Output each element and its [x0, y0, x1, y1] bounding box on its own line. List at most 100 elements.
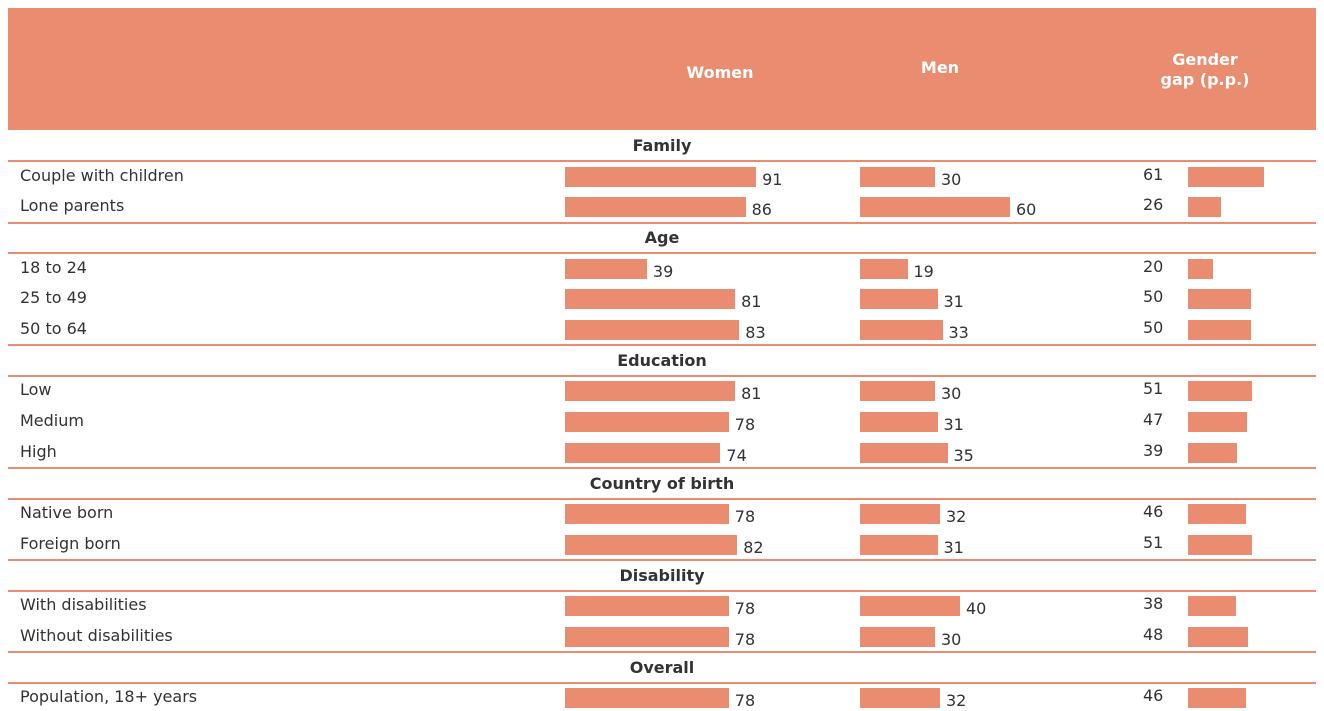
value-label: 82	[743, 537, 764, 557]
column-header: Women	[686, 63, 754, 82]
separator	[8, 160, 1316, 163]
value-label: 38	[1143, 594, 1164, 614]
value-label: 19	[913, 261, 934, 281]
value-label: 51	[1143, 379, 1164, 399]
bar	[565, 504, 729, 525]
value-label: 39	[652, 261, 674, 281]
bar	[1188, 688, 1246, 709]
value-label: 91	[762, 169, 783, 189]
bar	[565, 289, 736, 310]
separator	[8, 375, 1316, 378]
bar	[565, 166, 757, 187]
row-label: Low	[20, 380, 52, 400]
value-label: 30	[941, 630, 962, 650]
bar	[1188, 627, 1248, 648]
bar	[1188, 381, 1252, 402]
column-header: Gender gap (p.p.)	[1160, 50, 1250, 89]
column-header: Men	[920, 58, 960, 77]
bar	[860, 197, 1010, 218]
value-label: 51	[1143, 532, 1164, 552]
value-label: 32	[946, 691, 967, 711]
bar	[1188, 197, 1221, 218]
value-label: 78	[734, 599, 756, 619]
bar	[1188, 504, 1246, 525]
bar	[860, 412, 938, 433]
row-label: 25 to 49	[20, 288, 87, 308]
header-band	[8, 8, 1316, 130]
bar	[1188, 320, 1251, 341]
separator	[8, 252, 1316, 255]
bar	[565, 320, 740, 341]
bar	[1188, 166, 1265, 187]
bar	[860, 289, 938, 310]
value-label: 60	[1016, 200, 1037, 220]
bar	[860, 534, 938, 555]
bar	[860, 166, 935, 187]
group-title: Disability	[619, 565, 705, 585]
separator	[8, 467, 1316, 470]
bar	[860, 442, 948, 463]
row-label: Population, 18+ years	[20, 687, 198, 707]
bar	[565, 442, 721, 463]
group-title: Family	[632, 135, 692, 155]
value-label: 50	[1143, 287, 1164, 307]
value-label: 26	[1143, 195, 1164, 215]
value-label: 81	[741, 384, 762, 404]
group-title: Age	[644, 227, 680, 247]
value-label: 78	[734, 630, 756, 650]
row-label: 50 to 64	[20, 319, 87, 339]
row-label: Without disabilities	[20, 626, 173, 646]
bar	[565, 412, 729, 433]
value-label: 47	[1143, 410, 1164, 430]
separator	[8, 497, 1316, 500]
bar	[860, 688, 940, 709]
bar	[860, 381, 935, 402]
value-label: 31	[943, 415, 964, 435]
row-label: Couple with children	[20, 165, 184, 185]
group-title: Overall	[629, 657, 695, 677]
separator	[8, 651, 1316, 654]
row-label: High	[20, 441, 57, 461]
bar	[565, 381, 736, 402]
value-label: 20	[1143, 256, 1164, 276]
value-label: 31	[943, 537, 964, 557]
row-label: Native born	[20, 503, 114, 523]
value-label: 33	[948, 323, 969, 343]
value-label: 78	[734, 415, 756, 435]
value-label: 86	[751, 200, 772, 220]
bar	[860, 627, 935, 648]
value-label: 50	[1143, 318, 1164, 338]
value-label: 81	[741, 292, 762, 312]
group-title: Education	[617, 350, 707, 370]
value-label: 30	[941, 169, 962, 189]
value-label: 78	[734, 691, 756, 711]
bar	[1188, 412, 1247, 433]
bar	[860, 320, 943, 341]
value-label: 30	[941, 384, 962, 404]
bar	[565, 596, 729, 617]
group-title: Country of birth	[589, 473, 735, 493]
value-label: 78	[734, 507, 756, 527]
bar	[860, 258, 908, 279]
row-label: 18 to 24	[20, 257, 87, 277]
separator	[8, 682, 1316, 685]
row-label: With disabilities	[20, 595, 147, 615]
bar	[565, 534, 738, 555]
value-label: 35	[953, 445, 974, 465]
value-label: 32	[946, 507, 967, 527]
value-label: 48	[1143, 625, 1164, 645]
bar	[1188, 596, 1236, 617]
separator	[8, 221, 1316, 224]
value-label: 40	[966, 599, 987, 619]
bar	[1188, 534, 1252, 555]
row-label: Lone parents	[20, 196, 125, 216]
bar	[1188, 442, 1237, 463]
separator	[8, 590, 1316, 592]
separator	[8, 344, 1316, 347]
separator	[8, 559, 1316, 562]
value-label: 83	[745, 323, 766, 343]
bar	[565, 258, 647, 279]
bar	[565, 688, 729, 709]
row-label: Foreign born	[20, 533, 121, 553]
